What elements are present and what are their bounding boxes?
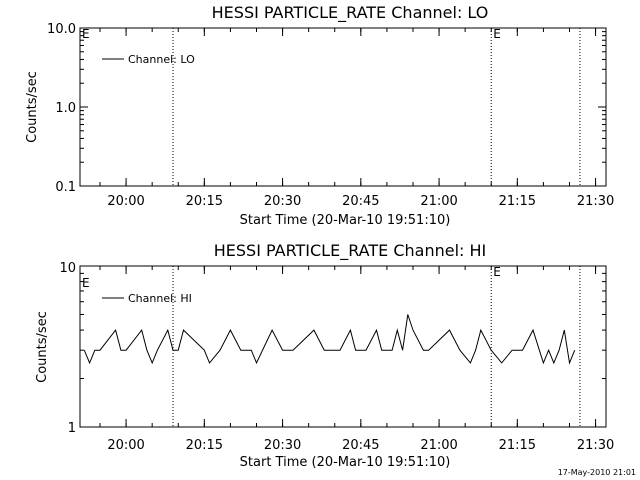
panel-lo-ytick-1: 1.0 — [55, 101, 76, 116]
panel-hi-edge-label: E — [82, 276, 90, 290]
panel-hi-ylabel: Counts/sec — [35, 311, 50, 383]
x-tick-label: 20:30 — [264, 194, 301, 209]
panel-hi-xlabel: Start Time (20-Mar-10 19:51:10) — [240, 455, 451, 470]
event-line-label: E — [493, 27, 501, 41]
x-tick-label: 21:15 — [499, 194, 536, 209]
panel-hi-series — [83, 314, 576, 365]
panel-lo-legend-label: Channel: LO — [128, 53, 195, 66]
x-tick-label: 20:45 — [342, 194, 379, 209]
panel-hi-event-lines: E — [172, 265, 581, 427]
panel-lo-frame — [79, 27, 607, 187]
panel-hi-legend-label: Channel: HI — [128, 292, 192, 305]
panel-hi-minor-ticks — [80, 265, 606, 428]
panel-lo-minor-ticks — [80, 27, 606, 187]
x-tick-label: 21:30 — [577, 438, 614, 453]
panel-hi-title: HESSI PARTICLE_RATE Channel: HI — [214, 241, 487, 261]
x-tick-label: 21:00 — [420, 194, 457, 209]
footer-timestamp: 17-May-2010 21:01 — [558, 468, 636, 477]
panel-hi-ytick-1: 1 — [68, 421, 76, 436]
panel-lo-event-lines: E — [172, 27, 581, 186]
panel-lo-edge-label: E — [82, 27, 90, 41]
event-line-label: E — [493, 265, 501, 279]
panel-lo-ytick-2: 0.1 — [55, 180, 76, 195]
x-tick-label: 21:30 — [577, 194, 614, 209]
panel-lo-ylabel: Counts/sec — [25, 71, 40, 143]
panel-hi-frame — [79, 265, 607, 428]
series-line — [83, 314, 576, 365]
panel-hi: HESSI PARTICLE_RATE Channel: HI Counts/s… — [35, 241, 614, 470]
x-tick-label: 21:00 — [420, 438, 457, 453]
panel-lo-xlabel: Start Time (20-Mar-10 19:51:10) — [240, 213, 451, 228]
panel-hi-ytick-0: 10 — [59, 261, 76, 276]
panel-lo-title: HESSI PARTICLE_RATE Channel: LO — [212, 3, 489, 23]
x-tick-label: 20:00 — [107, 438, 144, 453]
x-tick-label: 20:30 — [264, 438, 301, 453]
x-tick-label: 20:15 — [186, 194, 223, 209]
x-tick-label: 20:15 — [186, 438, 223, 453]
panel-lo-ytick-0: 10.0 — [47, 22, 76, 37]
panel-hi-xticks: 20:00 20:15 20:30 20:45 21:00 21:15 21:30 — [107, 266, 614, 453]
x-tick-label: 20:00 — [107, 194, 144, 209]
x-tick-label: 20:45 — [342, 438, 379, 453]
panel-lo: HESSI PARTICLE_RATE Channel: LO Counts/s… — [25, 3, 614, 228]
x-tick-label: 21:15 — [499, 438, 536, 453]
